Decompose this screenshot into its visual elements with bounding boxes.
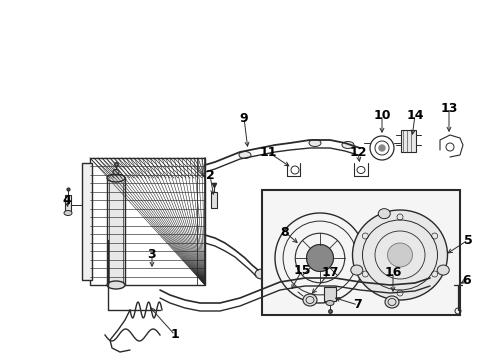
- Text: 15: 15: [293, 264, 310, 276]
- Ellipse shape: [254, 269, 268, 279]
- Ellipse shape: [386, 243, 412, 267]
- Ellipse shape: [239, 152, 250, 158]
- Ellipse shape: [303, 294, 316, 306]
- Text: 3: 3: [147, 248, 156, 261]
- Ellipse shape: [107, 174, 125, 182]
- Ellipse shape: [436, 265, 448, 275]
- Ellipse shape: [378, 209, 389, 219]
- Text: 17: 17: [321, 266, 338, 279]
- Ellipse shape: [113, 170, 119, 175]
- Ellipse shape: [384, 296, 398, 308]
- Text: 13: 13: [439, 102, 457, 114]
- Text: 1: 1: [170, 328, 179, 342]
- Bar: [107, 178, 125, 285]
- Ellipse shape: [107, 281, 125, 289]
- Ellipse shape: [341, 141, 353, 149]
- Text: 10: 10: [372, 108, 390, 122]
- Bar: [210, 192, 217, 208]
- Bar: [400, 130, 415, 152]
- Text: 2: 2: [205, 168, 214, 181]
- Bar: [65, 195, 71, 211]
- Ellipse shape: [308, 140, 320, 147]
- Bar: [262, 190, 459, 315]
- Ellipse shape: [64, 211, 72, 216]
- Circle shape: [306, 244, 333, 271]
- Text: 7: 7: [353, 298, 362, 311]
- Text: 6: 6: [462, 274, 470, 287]
- Text: 16: 16: [384, 266, 401, 279]
- Text: 12: 12: [348, 145, 366, 158]
- Bar: [82, 163, 92, 280]
- Text: 5: 5: [463, 234, 471, 247]
- Text: 4: 4: [62, 194, 71, 207]
- Text: 11: 11: [259, 145, 276, 158]
- Text: 14: 14: [406, 108, 423, 122]
- Ellipse shape: [352, 210, 447, 300]
- Ellipse shape: [325, 301, 333, 306]
- Ellipse shape: [350, 265, 362, 275]
- Bar: [324, 287, 335, 301]
- Circle shape: [378, 145, 384, 151]
- Text: 9: 9: [239, 112, 248, 125]
- Bar: [90, 158, 204, 285]
- Text: 8: 8: [280, 225, 289, 239]
